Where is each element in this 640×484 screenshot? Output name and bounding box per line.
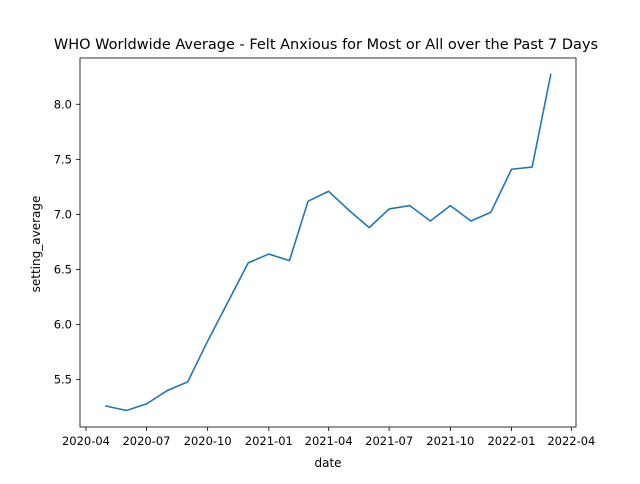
x-tick-label: 2021-10 [426,434,474,448]
y-tick-label: 7.5 [54,152,72,166]
series-line [104,73,552,412]
x-tick-label: 2021-07 [365,434,413,448]
y-axis-label: setting_average [29,196,43,293]
y-tick-label: 6.0 [54,318,72,332]
chart-title: WHO Worldwide Average - Felt Anxious for… [54,37,598,53]
y-tick-label: 5.5 [54,373,72,387]
x-tick-label: 2020-04 [62,434,110,448]
x-axis-label: date [314,456,341,470]
x-tick-label: 2021-04 [305,434,353,448]
y-tick-label: 7.0 [54,207,72,221]
x-axis: 2020-04 2020-07 2020-10 2021-01 2021-04 2021-… [62,427,595,448]
x-tick-label: 2022-01 [487,434,535,448]
y-tick-label: 6.5 [54,262,72,276]
x-tick-label: 2020-07 [122,434,170,448]
y-tick-label: 8.0 [54,97,72,111]
x-tick-label: 2022-04 [547,434,595,448]
y-axis: 5.5 6.0 6.5 7.0 7.5 8.0 [54,97,80,387]
x-tick-label: 2021-01 [245,434,293,448]
x-tick-label: 2020-10 [184,434,232,448]
plot-area [79,57,577,428]
series-layer [104,73,552,412]
